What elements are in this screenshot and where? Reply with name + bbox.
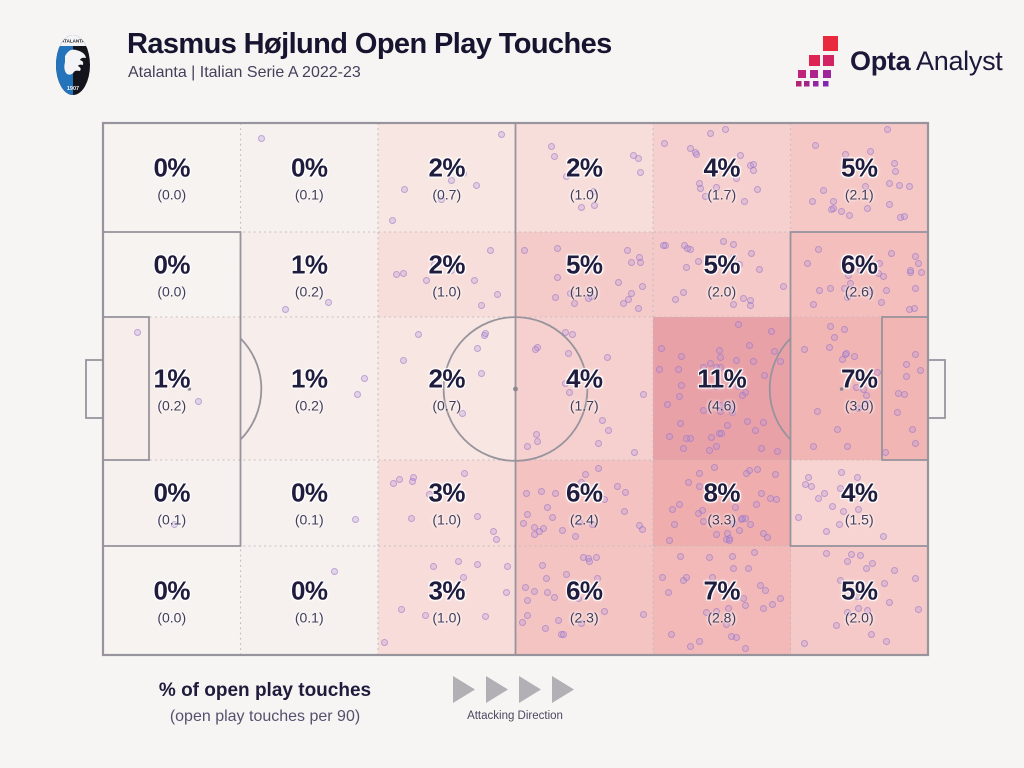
zone-r2c4 (515, 232, 653, 317)
attacking-direction-arrows-icon (453, 676, 574, 703)
legend-secondary-label: (open play touches per 90) (169, 708, 361, 725)
attacking-direction: Attacking Direction (425, 676, 605, 722)
zone-r2c3 (378, 232, 516, 317)
zone-r4c3 (378, 460, 516, 546)
zone-r5c5 (653, 546, 791, 655)
page-subtitle: Atalanta | Italian Serie A 2022-23 (128, 64, 361, 81)
zone-r4c6 (790, 460, 928, 546)
zone-r1c6 (790, 123, 928, 232)
opta-analyst-wordmark: Opta Analyst (850, 45, 1003, 77)
goal-left (85, 359, 104, 419)
zone-r5c2 (240, 546, 378, 655)
opta-mark-icon (796, 36, 838, 87)
pitch-zones-layer (103, 123, 928, 655)
zone-r3c1 (103, 317, 241, 460)
page-title: Rasmus Højlund Open Play Touches (127, 28, 612, 60)
zone-r2c5 (653, 232, 791, 317)
zone-r1c5 (653, 123, 791, 232)
zone-r2c1 (103, 232, 241, 317)
legend-primary-label: % of open play touches (158, 680, 372, 701)
zone-r1c1 (103, 123, 241, 232)
zone-r3c4 (515, 317, 653, 460)
atalanta-crest-icon: ATALANTA 1907 (56, 35, 90, 95)
zone-r4c2 (240, 460, 378, 546)
zone-r1c4 (515, 123, 653, 232)
zone-r3c3 (378, 317, 516, 460)
zone-r1c2 (240, 123, 378, 232)
zone-r4c1 (103, 460, 241, 546)
attacking-direction-label: Attacking Direction (467, 710, 563, 722)
svg-text:ATALANTA: ATALANTA (61, 39, 85, 44)
header: ATALANTA 1907 Rasmus Højlund Open Play T… (0, 0, 1024, 110)
zone-r5c4 (515, 546, 653, 655)
goal-right (927, 359, 946, 419)
zone-r5c3 (378, 546, 516, 655)
zone-r4c4 (515, 460, 653, 546)
zone-r1c3 (378, 123, 516, 232)
zone-r3c6 (790, 317, 928, 460)
legend: % of open play touches (open play touche… (110, 680, 420, 726)
zone-r3c5 (653, 317, 791, 460)
zone-r3c2 (240, 317, 378, 460)
zone-r5c6 (790, 546, 928, 655)
zone-r2c2 (240, 232, 378, 317)
zone-r4c5 (653, 460, 791, 546)
zone-r2c6 (790, 232, 928, 317)
svg-text:1907: 1907 (67, 86, 79, 92)
analyst-word: Analyst (916, 45, 1003, 76)
zone-r5c1 (103, 546, 241, 655)
opta-analyst-logo: Opta Analyst (796, 33, 1003, 89)
opta-word: Opta (850, 45, 911, 76)
